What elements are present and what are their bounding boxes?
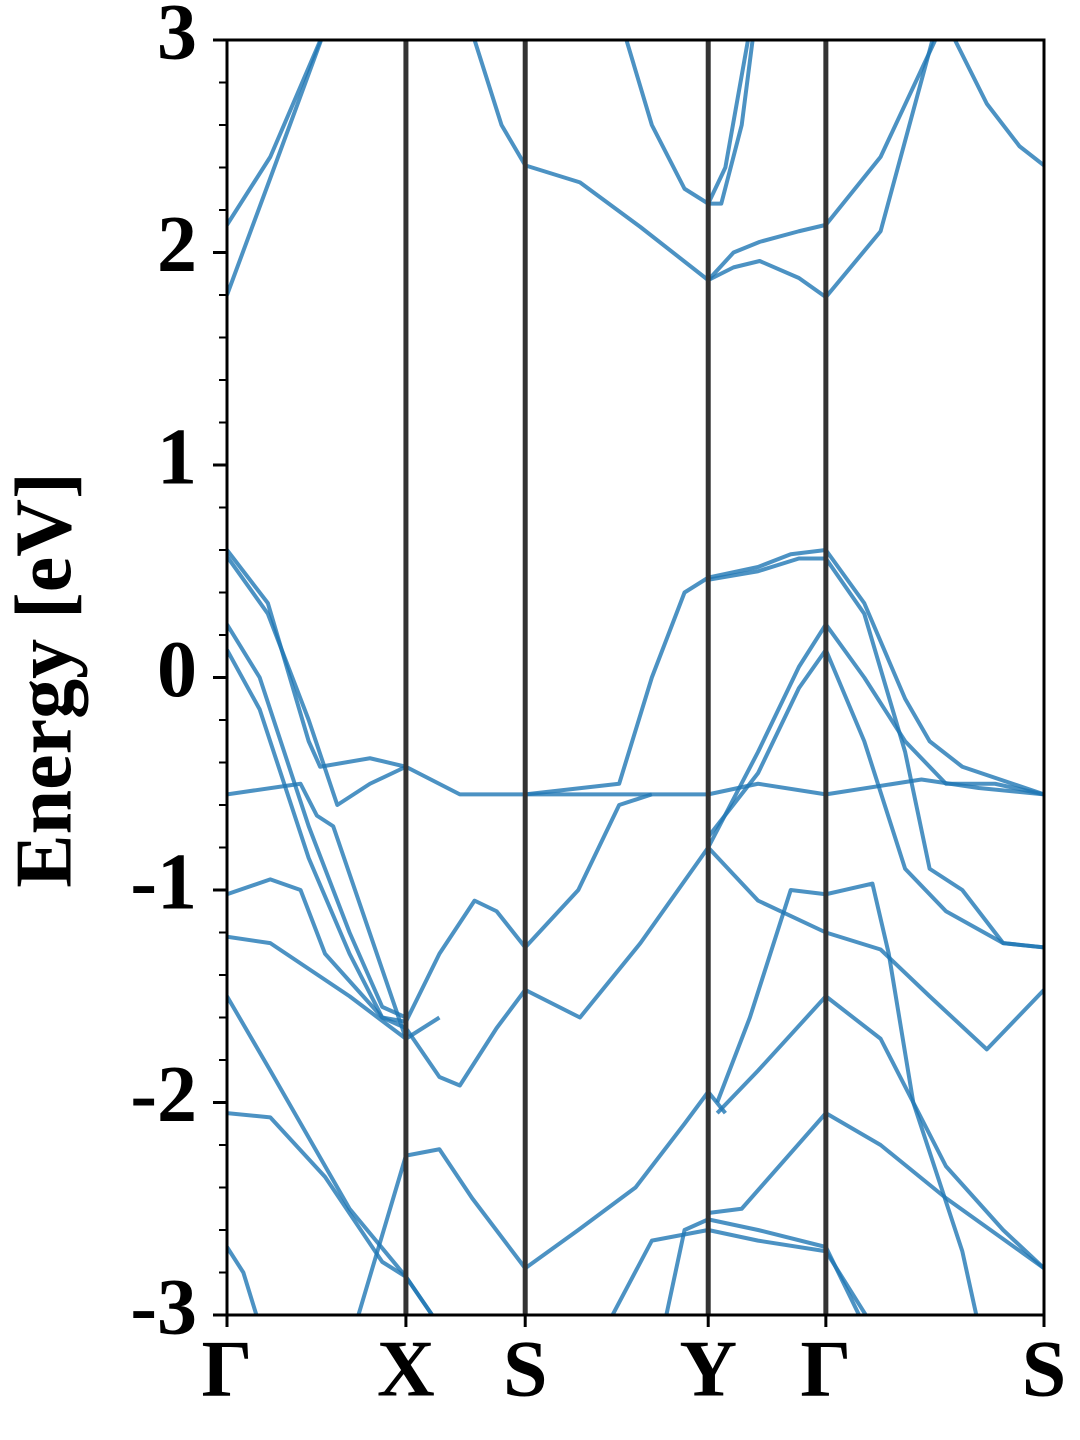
x-tick-label: S: [1022, 1325, 1067, 1413]
band-line: [472, 40, 935, 300]
band-line: [227, 555, 407, 807]
band-line: [227, 934, 441, 1041]
band-line: [227, 40, 324, 296]
x-tick-label: Y: [679, 1325, 737, 1413]
band-line: [227, 1111, 435, 1315]
band-line: [404, 845, 1044, 1088]
band-line: [227, 40, 323, 226]
x-tick-label: Γ: [800, 1325, 851, 1413]
y-tick-label: -3: [130, 1263, 197, 1351]
x-tick-label: S: [503, 1325, 548, 1413]
bands: [227, 40, 1044, 1315]
band-line: [706, 40, 938, 282]
y-axis-label: Energy [eV]: [0, 472, 88, 887]
band-line: [610, 1228, 869, 1315]
y-tick-label: 3: [157, 0, 197, 76]
band-line: [715, 881, 979, 1315]
x-tick-label: Γ: [202, 1325, 253, 1413]
band-line: [715, 994, 1044, 1270]
band-line: [708, 40, 755, 206]
band-line: [227, 877, 407, 1024]
band-line: [707, 1111, 1044, 1270]
band-line: [227, 648, 407, 1030]
band-line: [356, 1089, 727, 1315]
y-tick-label: 0: [157, 626, 197, 714]
band-line: [953, 40, 1044, 167]
band-line: [227, 781, 408, 1040]
band-line: [706, 647, 1044, 950]
y-tick-label: 1: [157, 413, 197, 501]
band-line: [227, 623, 407, 1020]
band-line: [706, 622, 1044, 849]
x-tick-label: X: [377, 1325, 435, 1413]
band-line: [227, 548, 1044, 797]
y-tick-label: -1: [130, 838, 197, 926]
y-tick-label: -2: [130, 1051, 197, 1139]
band-line: [664, 1217, 862, 1315]
band-line: [525, 777, 1044, 797]
plot-frame: [225, 38, 1046, 1317]
band-line: [227, 1245, 259, 1315]
band-line: [707, 556, 1044, 950]
band-line: [404, 792, 653, 1023]
y-tick-label: 2: [157, 201, 197, 289]
band-line: [624, 40, 751, 206]
